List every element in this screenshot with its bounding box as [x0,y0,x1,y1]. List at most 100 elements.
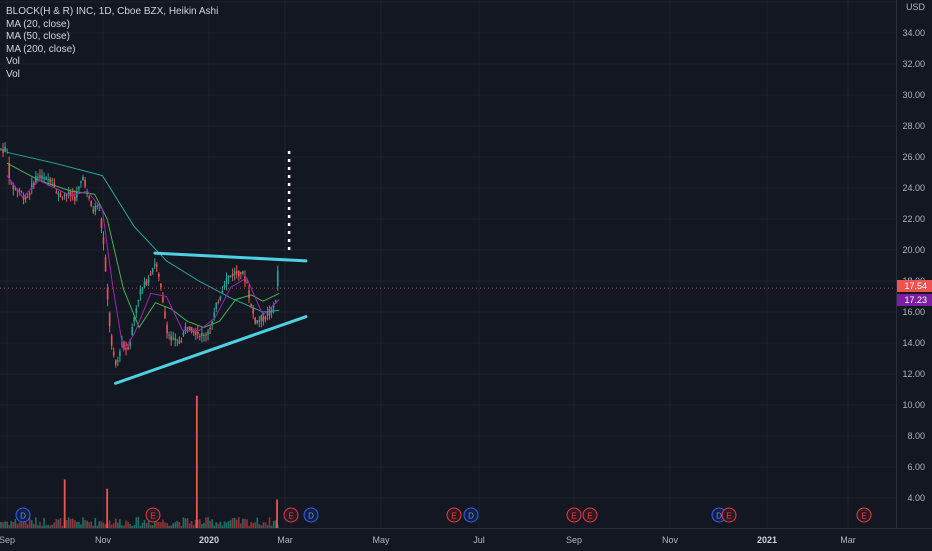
candle [174,338,177,341]
volume-bar [256,517,259,528]
price-axis[interactable]: USD 34.00 32.00 30.00 28.00 26.00 24.00 … [896,0,932,528]
volume-bar [274,520,277,528]
volume-bar [192,525,195,528]
volume-bar [250,522,252,528]
volume-bar [4,521,6,528]
volume-bar [55,519,58,528]
candle [194,331,197,335]
candle [141,287,144,290]
candle [143,281,146,288]
dividend-marker[interactable]: D [463,507,479,523]
volume-bar [100,521,103,528]
volume-bar [246,519,248,528]
candle [250,303,252,307]
candle [0,148,2,150]
candle [176,339,179,341]
candle [35,176,37,183]
candle [115,360,117,365]
price-tick: 26.00 [902,152,925,162]
candle [205,334,207,336]
candle [153,263,156,266]
earnings-marker[interactable]: E [856,507,872,523]
volume-bar [264,522,267,528]
candle [69,192,72,197]
candle [125,348,127,350]
dividend-marker[interactable]: D [303,507,319,523]
price-tick: 12.00 [902,369,925,379]
candle [254,317,256,324]
volume-bar [203,522,205,528]
candle [47,179,49,181]
candle [256,320,259,324]
volume-bar [26,523,29,528]
volume-bar [82,517,84,528]
volume-bar [276,499,278,528]
price-chart[interactable] [0,0,896,528]
volume-bar [213,525,215,528]
volume-bar [80,524,82,528]
candle [96,205,99,207]
candle [201,333,203,337]
volume-bar [63,479,66,528]
volume-bar [18,522,21,528]
dividend-marker[interactable]: D [15,507,31,523]
volume-bar [108,520,111,528]
candle [190,327,193,332]
volume-bar [231,518,234,528]
volume-bar [76,522,78,528]
earnings-marker[interactable]: E [566,507,582,523]
volume-bar [268,517,271,528]
volume-bar [125,520,127,528]
price-tick: 10.00 [902,400,925,410]
ma-price-badge: 17.23 [897,294,932,306]
volume-bar [168,525,170,528]
volume-bar [149,524,152,528]
volume-bar [272,520,275,528]
candle [12,183,15,189]
volume-bar [69,518,72,528]
candle [240,272,242,274]
volume-bar [133,525,136,528]
trendlines [0,150,896,385]
candle [207,331,209,335]
candle [182,332,185,336]
candle [266,312,269,316]
candle [98,209,101,211]
time-label: Nov [661,535,679,545]
candle [59,193,62,198]
candle [133,316,136,322]
volume-bar [67,517,70,528]
volume-bar [223,521,226,528]
candle [231,274,234,277]
candle [252,308,254,314]
candle [67,191,70,196]
candle [227,276,230,278]
candle [166,324,168,334]
candle [260,315,263,322]
volume-bar [71,518,74,528]
time-axis[interactable]: Sep Nov 2020 Mar May Jul Sep Nov 2021 Ma… [0,528,932,551]
volume-bar [238,517,240,528]
chart-area[interactable]: BLOCK(H & R) INC, 1D, Cboe BZX, Heikin A… [0,0,896,528]
volume-bar [2,522,4,528]
volume-bar [90,521,92,528]
volume-bar [129,524,131,528]
grid [0,0,896,528]
earnings-marker[interactable]: E [145,507,161,523]
earnings-marker[interactable]: E [446,507,462,523]
volume-bar [151,525,154,528]
volume-bar [53,522,56,528]
earnings-marker[interactable]: E [582,507,598,523]
candle [264,316,267,319]
earnings-marker[interactable]: E [721,507,737,523]
candle [37,177,39,179]
volume-bar [37,525,39,528]
earnings-marker[interactable]: E [283,507,299,523]
volume-bar [96,525,99,528]
candle [41,175,43,180]
candle [197,331,199,335]
volume-bar [0,522,2,528]
legend: BLOCK(H & R) INC, 1D, Cboe BZX, Heikin A… [6,6,218,81]
volume-bar [127,521,129,528]
candle [203,334,205,337]
